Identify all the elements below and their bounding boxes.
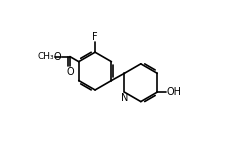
Text: F: F [92, 32, 98, 42]
Text: O: O [54, 52, 61, 62]
Text: O: O [66, 67, 74, 77]
Text: CH₃: CH₃ [37, 52, 54, 61]
Text: N: N [121, 93, 128, 103]
Text: OH: OH [166, 87, 181, 97]
